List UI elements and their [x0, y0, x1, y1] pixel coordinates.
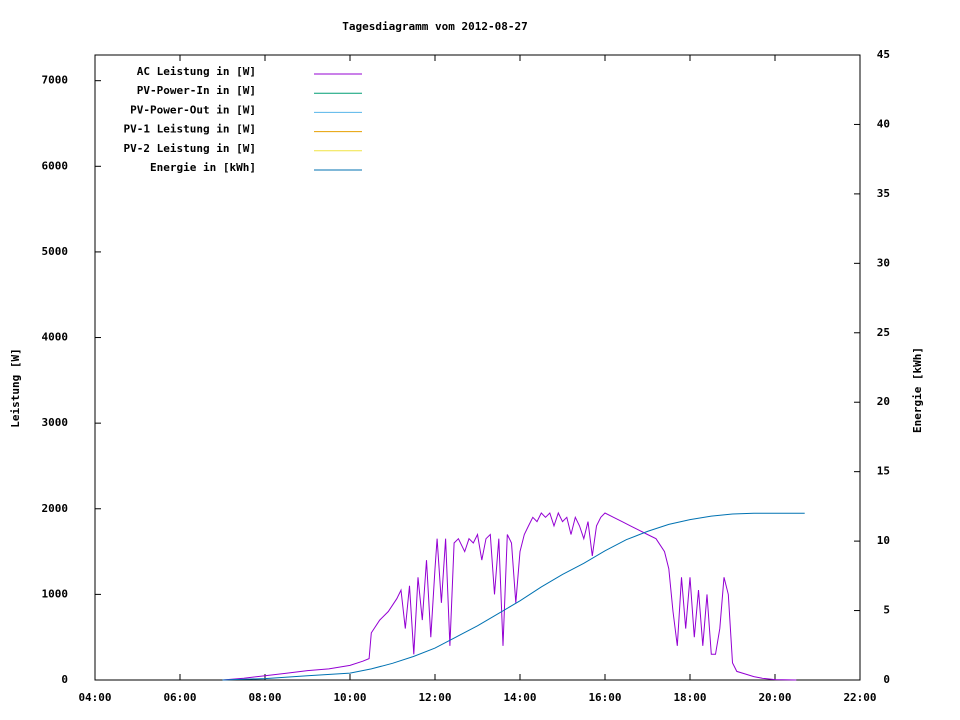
y-tick-label: 3000 — [42, 416, 69, 429]
x-tick-label: 12:00 — [418, 691, 451, 704]
y2-tick-label: 45 — [877, 48, 890, 61]
legend-label: PV-2 Leistung in [W] — [124, 142, 256, 155]
chart-title: Tagesdiagramm vom 2012-08-27 — [342, 20, 527, 33]
x-tick-label: 04:00 — [78, 691, 111, 704]
x-tick-label: 20:00 — [758, 691, 791, 704]
legend-label: PV-1 Leistung in [W] — [124, 123, 256, 136]
y-tick-label: 4000 — [42, 331, 69, 344]
x-tick-label: 06:00 — [163, 691, 196, 704]
y-tick-label: 7000 — [42, 74, 69, 87]
x-tick-label: 10:00 — [333, 691, 366, 704]
y-axis-label: Leistung [W] — [9, 348, 22, 427]
y2-tick-label: 35 — [877, 187, 890, 200]
y-tick-label: 1000 — [42, 587, 69, 600]
y2-tick-label: 25 — [877, 326, 890, 339]
y-tick-label: 2000 — [42, 502, 69, 515]
legend-label: AC Leistung in [W] — [137, 65, 256, 78]
x-tick-label: 08:00 — [248, 691, 281, 704]
plot-frame — [94, 54, 861, 681]
x-tick-label: 22:00 — [843, 691, 876, 704]
y2-tick-label: 20 — [877, 395, 890, 408]
x-tick-label: 18:00 — [673, 691, 706, 704]
legend-label: PV-Power-In in [W] — [137, 84, 256, 97]
series-line — [222, 512, 805, 681]
y2-tick-label: 40 — [877, 117, 890, 130]
y-tick-label: 6000 — [42, 159, 69, 172]
y2-tick-label: 10 — [877, 534, 890, 547]
legend-label: Energie in [kWh] — [150, 161, 256, 174]
y2-tick-label: 5 — [883, 604, 890, 617]
series-line — [222, 511, 797, 681]
x-tick-label: 14:00 — [503, 691, 536, 704]
y2-tick-label: 0 — [883, 673, 890, 686]
y2-axis-label: Energie [kWh] — [911, 347, 924, 433]
legend-label: PV-Power-Out in [W] — [130, 103, 256, 116]
y2-tick-label: 15 — [877, 465, 890, 478]
x-tick-label: 16:00 — [588, 691, 621, 704]
y-tick-label: 0 — [61, 673, 68, 686]
y2-tick-label: 30 — [877, 256, 890, 269]
y-tick-label: 5000 — [42, 245, 69, 258]
